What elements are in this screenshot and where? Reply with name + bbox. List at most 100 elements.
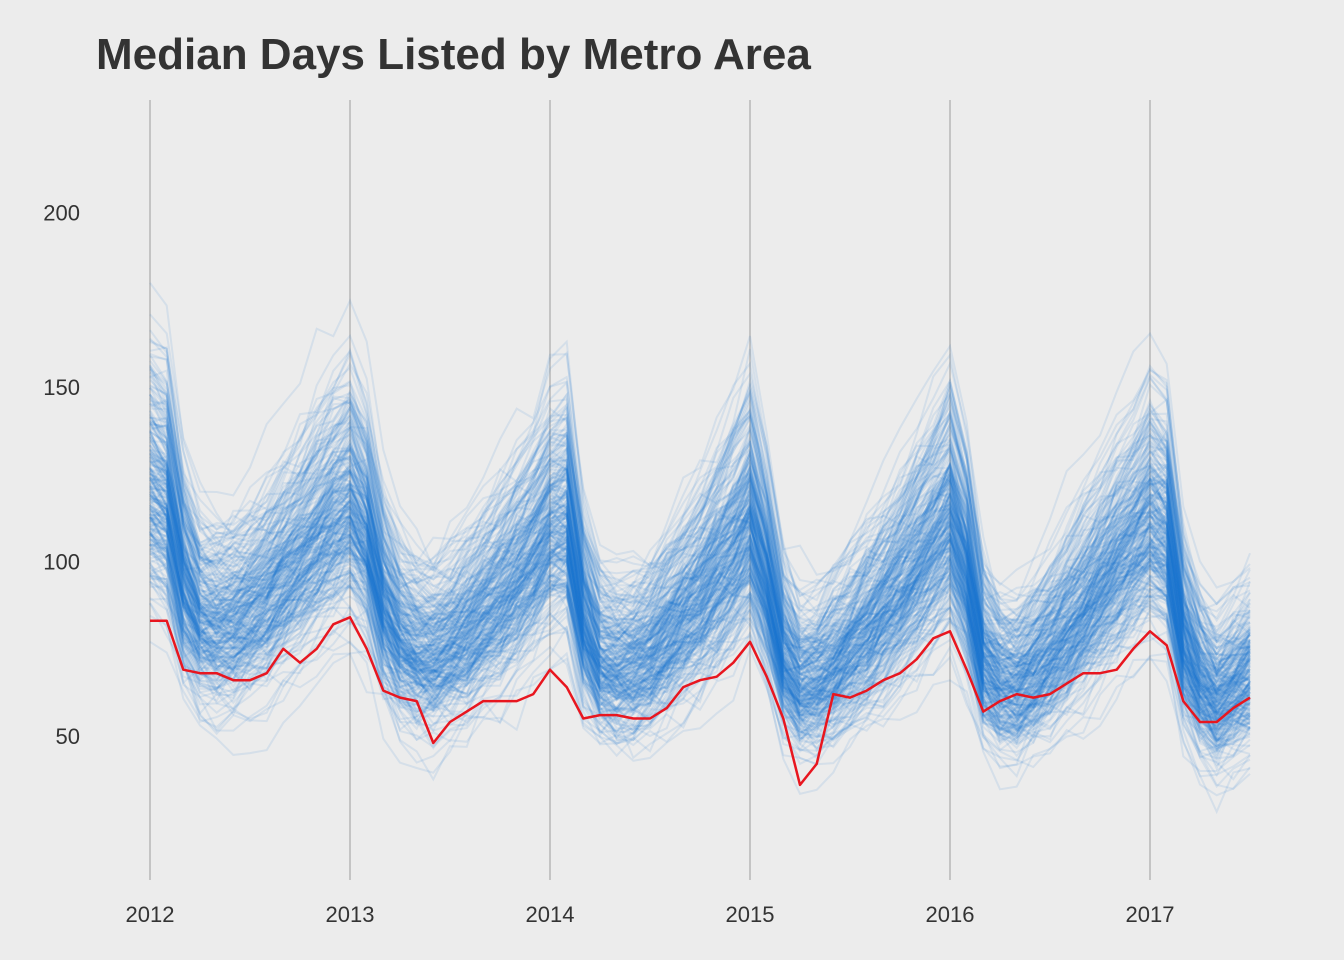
- metro-series-line: [149, 540, 1251, 749]
- metro-series-line: [149, 505, 1251, 693]
- metro-series-line: [149, 449, 1251, 673]
- metro-series-line: [149, 422, 1251, 694]
- metro-series-line: [149, 337, 1251, 642]
- metro-series-line: [149, 441, 1251, 715]
- metro-series-line: [149, 487, 1251, 694]
- metro-series-line: [149, 516, 1251, 730]
- metro-series-line: [149, 514, 1251, 735]
- metro-series-line: [149, 485, 1251, 732]
- metro-series-line: [149, 494, 1251, 720]
- metro-series-line: [149, 506, 1251, 714]
- metro-series-line: [149, 522, 1251, 746]
- metro-series-line: [149, 463, 1251, 676]
- metro-series-line: [149, 531, 1251, 728]
- metro-series-line: [149, 532, 1251, 722]
- metro-series-line: [149, 341, 1251, 624]
- metro-series-line: [149, 506, 1251, 718]
- metro-series-line: [149, 282, 1251, 589]
- metro-series-line: [149, 400, 1251, 644]
- metro-series-line: [149, 508, 1251, 757]
- metro-series-line: [149, 525, 1251, 752]
- metro-series-line: [149, 416, 1251, 675]
- metro-series-line: [149, 527, 1251, 737]
- x-axis-ticks: 2012 2013 2014 2015 2016 2017: [126, 902, 1175, 927]
- metro-series-line: [149, 504, 1251, 741]
- metro-series-line: [149, 473, 1251, 724]
- metro-series-line: [149, 457, 1251, 708]
- metro-series-line: [149, 423, 1251, 691]
- metro-series-line: [149, 574, 1251, 752]
- metro-series-line: [149, 498, 1251, 693]
- metro-series-line: [149, 453, 1251, 710]
- metro-series-line: [149, 465, 1251, 700]
- metro-series-line: [149, 467, 1251, 712]
- metro-series-line: [149, 365, 1251, 666]
- metro-series-line: [149, 532, 1251, 728]
- metro-series-line: [149, 409, 1251, 673]
- metro-series-line: [149, 538, 1251, 756]
- metro-series-line: [149, 535, 1251, 759]
- y-tick-label: 100: [43, 550, 80, 575]
- metro-series-line: [149, 574, 1251, 748]
- metro-series-line: [149, 492, 1251, 711]
- metro-series-line: [149, 510, 1251, 711]
- metro-series-line: [149, 516, 1251, 716]
- metro-series-line: [149, 438, 1251, 703]
- metro-series-line: [149, 447, 1251, 692]
- metro-series-line: [149, 508, 1251, 720]
- metro-series-line: [149, 552, 1251, 729]
- metro-series-line: [149, 566, 1251, 745]
- metro-series-line: [149, 449, 1251, 679]
- metro-series-line: [149, 558, 1251, 742]
- x-tick-label: 2014: [526, 902, 575, 927]
- metro-series-line: [149, 413, 1251, 682]
- metro-series-line: [149, 564, 1251, 740]
- metro-series-line: [149, 486, 1251, 716]
- metro-series-line: [149, 424, 1251, 662]
- metro-series-line: [149, 523, 1251, 736]
- metro-series-line: [149, 368, 1251, 633]
- metro-series-line: [149, 476, 1251, 718]
- metro-series-line: [149, 485, 1251, 714]
- metro-series-line: [149, 495, 1251, 750]
- metro-series-line: [149, 578, 1251, 753]
- metro-series-line: [149, 540, 1251, 745]
- metro-series-line: [149, 468, 1251, 715]
- metro-series-line: [149, 451, 1251, 698]
- metro-series-line: [149, 507, 1251, 712]
- metro-series-line: [149, 466, 1251, 737]
- metro-series-line: [149, 525, 1251, 718]
- metro-series-line: [149, 478, 1251, 702]
- y-tick-label: 150: [43, 375, 80, 400]
- metro-series-line: [149, 493, 1251, 718]
- metro-series-line: [149, 374, 1251, 651]
- metro-series-line: [149, 470, 1251, 718]
- metro-series-line: [149, 488, 1251, 716]
- metro-series-line: [149, 566, 1251, 755]
- metro-series-line: [149, 429, 1251, 695]
- highlight-series-line: [150, 616, 1251, 787]
- metro-series-line: [149, 478, 1251, 706]
- metro-series-line: [149, 438, 1251, 681]
- metro-series-line: [149, 421, 1251, 701]
- metro-series-line: [149, 394, 1251, 656]
- metro-series-line: [149, 505, 1251, 726]
- metro-series-line: [149, 541, 1251, 744]
- metro-series-line: [149, 384, 1251, 659]
- metro-series-line: [149, 520, 1251, 740]
- metro-series-line: [149, 423, 1251, 689]
- metro-series-line: [149, 540, 1251, 731]
- metro-series-line: [149, 465, 1251, 695]
- metro-series-line: [149, 405, 1251, 657]
- metro-series-line: [149, 521, 1251, 748]
- metro-series-line: [149, 499, 1251, 712]
- metro-series-line: [149, 476, 1251, 714]
- metro-series-line: [149, 368, 1251, 651]
- metro-series-line: [149, 379, 1251, 649]
- metro-series-line: [149, 430, 1251, 695]
- x-tick-label: 2016: [926, 902, 975, 927]
- metro-series-line: [149, 477, 1251, 700]
- metro-series-line: [149, 496, 1251, 707]
